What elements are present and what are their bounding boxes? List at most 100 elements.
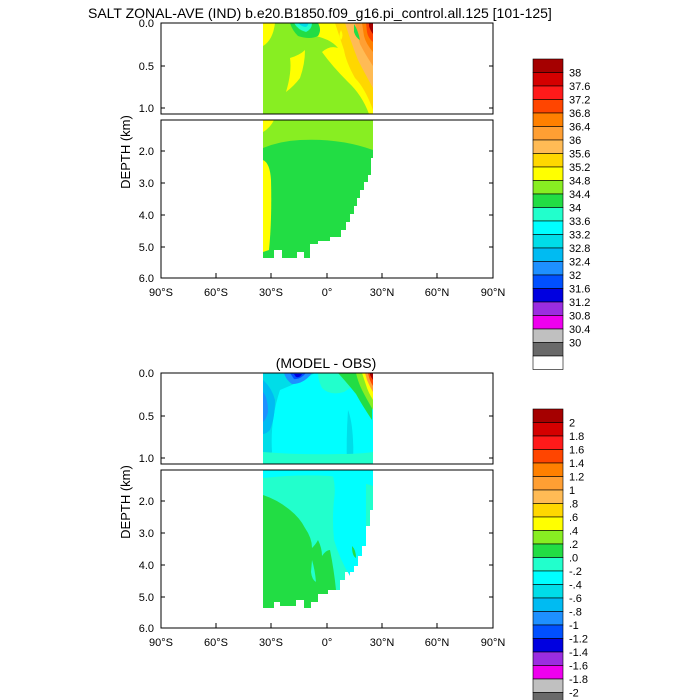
diff-field-plus-2 xyxy=(370,373,373,380)
colorbar-level-label: -.4 xyxy=(569,580,582,592)
colorbar-level-label: 37.6 xyxy=(569,81,590,93)
colorbar-swatch xyxy=(532,220,564,235)
y-axis: 0.0 0.5 1.0 2.0 3.0 4.0 5.0 6.0 xyxy=(139,18,493,285)
x-tick-label: 60°S xyxy=(204,287,228,299)
colorbar-swatch xyxy=(532,449,564,464)
colorbar-level-label: 32.8 xyxy=(569,243,590,255)
salt-lower-field xyxy=(263,120,373,258)
salt-chart: SALT ZONAL-AVE (IND) b.e20.B1850.f09_g16… xyxy=(88,5,590,370)
diff-upper-field xyxy=(263,373,373,464)
colorbar-level-label: 33.2 xyxy=(569,230,590,242)
colorbar: 3837.637.236.836.43635.635.234.834.43433… xyxy=(532,58,590,370)
colorbar-level-label: 2 xyxy=(569,418,575,430)
colorbar-level-label: 30.4 xyxy=(569,324,590,336)
diff-chart: (MODEL - OBS) xyxy=(118,355,588,700)
salt-field-34-8 xyxy=(263,160,272,252)
colorbar-level-label: 1 xyxy=(569,485,575,497)
colorbar-level-label: -1.2 xyxy=(569,634,588,646)
colorbar-level-label: 35.2 xyxy=(569,162,590,174)
colorbar-level-label: .4 xyxy=(569,526,578,538)
y-tick-label: 2.0 xyxy=(139,146,154,158)
colorbar-level-label: -.2 xyxy=(569,566,582,578)
y-tick-label: 3.0 xyxy=(139,178,154,190)
colorbar-swatch xyxy=(532,611,564,626)
y-tick-label: 4.0 xyxy=(139,210,154,222)
diff-field-zero xyxy=(263,495,336,608)
y-axis: 0.0 0.5 1.0 2.0 3.0 4.0 5.0 6.0 xyxy=(139,368,493,635)
colorbar-level-label: 32 xyxy=(569,270,581,282)
colorbar-level-label: -1.8 xyxy=(569,674,588,686)
x-tick-label: 90°S xyxy=(149,287,173,299)
colorbar-level-label: .0 xyxy=(569,553,578,565)
colorbar-swatch xyxy=(532,462,564,477)
colorbar-level-label: 34.8 xyxy=(569,176,590,188)
colorbar-swatch xyxy=(532,597,564,612)
y-tick-label: 5.0 xyxy=(139,592,154,604)
salt-field-37-6 xyxy=(369,23,373,34)
colorbar-swatch xyxy=(532,570,564,585)
x-tick-label: 30°N xyxy=(370,287,395,299)
colorbar-swatch xyxy=(532,72,564,87)
colorbar-swatch xyxy=(532,543,564,558)
y-tick-label: 1.0 xyxy=(139,453,154,465)
colorbar-swatch xyxy=(532,234,564,249)
colorbar-swatch xyxy=(532,139,564,154)
colorbar-swatch xyxy=(532,516,564,531)
colorbar-swatch xyxy=(532,85,564,100)
y-tick-label: 2.0 xyxy=(139,496,154,508)
colorbar-level-label: -1 xyxy=(569,620,579,632)
diff-field-minus-0-4 xyxy=(333,476,366,576)
diff-field-minus-0-2 xyxy=(263,373,373,464)
colorbar-swatch xyxy=(532,355,564,370)
x-tick-label: 30°S xyxy=(259,637,283,649)
colorbar-level-label: 34 xyxy=(569,203,581,215)
x-tick-label: 90°S xyxy=(149,637,173,649)
y-tick-label: 0.5 xyxy=(139,61,154,73)
salt-field-34-8 xyxy=(339,30,343,40)
diff-field-minus-0-6 xyxy=(263,373,315,462)
colorbar-level-label: 33.6 xyxy=(569,216,590,228)
colorbar-swatch xyxy=(532,315,564,330)
chart-title: SALT ZONAL-AVE (IND) b.e20.B1850.f09_g16… xyxy=(88,5,552,21)
colorbar-swatch xyxy=(532,692,564,700)
colorbar-swatch xyxy=(532,247,564,262)
colorbar-swatch xyxy=(532,624,564,639)
y-tick-label: 4.0 xyxy=(139,560,154,572)
colorbar-swatch xyxy=(532,301,564,316)
colorbar-swatch xyxy=(532,665,564,680)
colorbar-level-label: 31.2 xyxy=(569,297,590,309)
colorbar-level-label: -.6 xyxy=(569,593,582,605)
colorbar-swatch xyxy=(532,112,564,127)
x-tick-label: 30°N xyxy=(370,637,395,649)
salt-field-33-2 xyxy=(298,23,309,27)
colorbar-level-label: 30 xyxy=(569,338,581,350)
y-axis-label: DEPTH (km) xyxy=(118,115,133,189)
colorbar-swatch xyxy=(532,288,564,303)
x-tick-label: 60°N xyxy=(425,637,450,649)
diff-field-minus-0-2 xyxy=(311,560,316,582)
colorbar-swatch xyxy=(532,422,564,437)
colorbar-level-label: 1.8 xyxy=(569,431,584,443)
y-tick-label: 5.0 xyxy=(139,242,154,254)
colorbar-swatch xyxy=(532,58,564,73)
colorbar-swatch xyxy=(532,99,564,114)
colorbar-level-label: 1.6 xyxy=(569,445,584,457)
diff-field-minus-0-2 xyxy=(263,452,373,464)
colorbar-level-label: 37.2 xyxy=(569,95,590,107)
upper-plot-frame xyxy=(160,372,494,465)
colorbar-swatch xyxy=(532,261,564,276)
x-tick-label: 90°N xyxy=(481,637,506,649)
y-tick-label: 6.0 xyxy=(139,623,154,635)
y-tick-label: 1.0 xyxy=(139,103,154,115)
colorbar-swatch xyxy=(532,651,564,666)
x-tick-label: 90°N xyxy=(481,287,506,299)
colorbar-level-label: 36 xyxy=(569,135,581,147)
colorbar-level-label: 35.6 xyxy=(569,149,590,161)
diff-field-minus-1 xyxy=(263,392,268,422)
colorbar-swatch xyxy=(532,274,564,289)
x-tick-label: 0° xyxy=(322,287,333,299)
colorbar-swatch xyxy=(532,166,564,181)
colorbar-level-label: 38 xyxy=(569,68,581,80)
salt-field-34-8 xyxy=(263,23,275,46)
